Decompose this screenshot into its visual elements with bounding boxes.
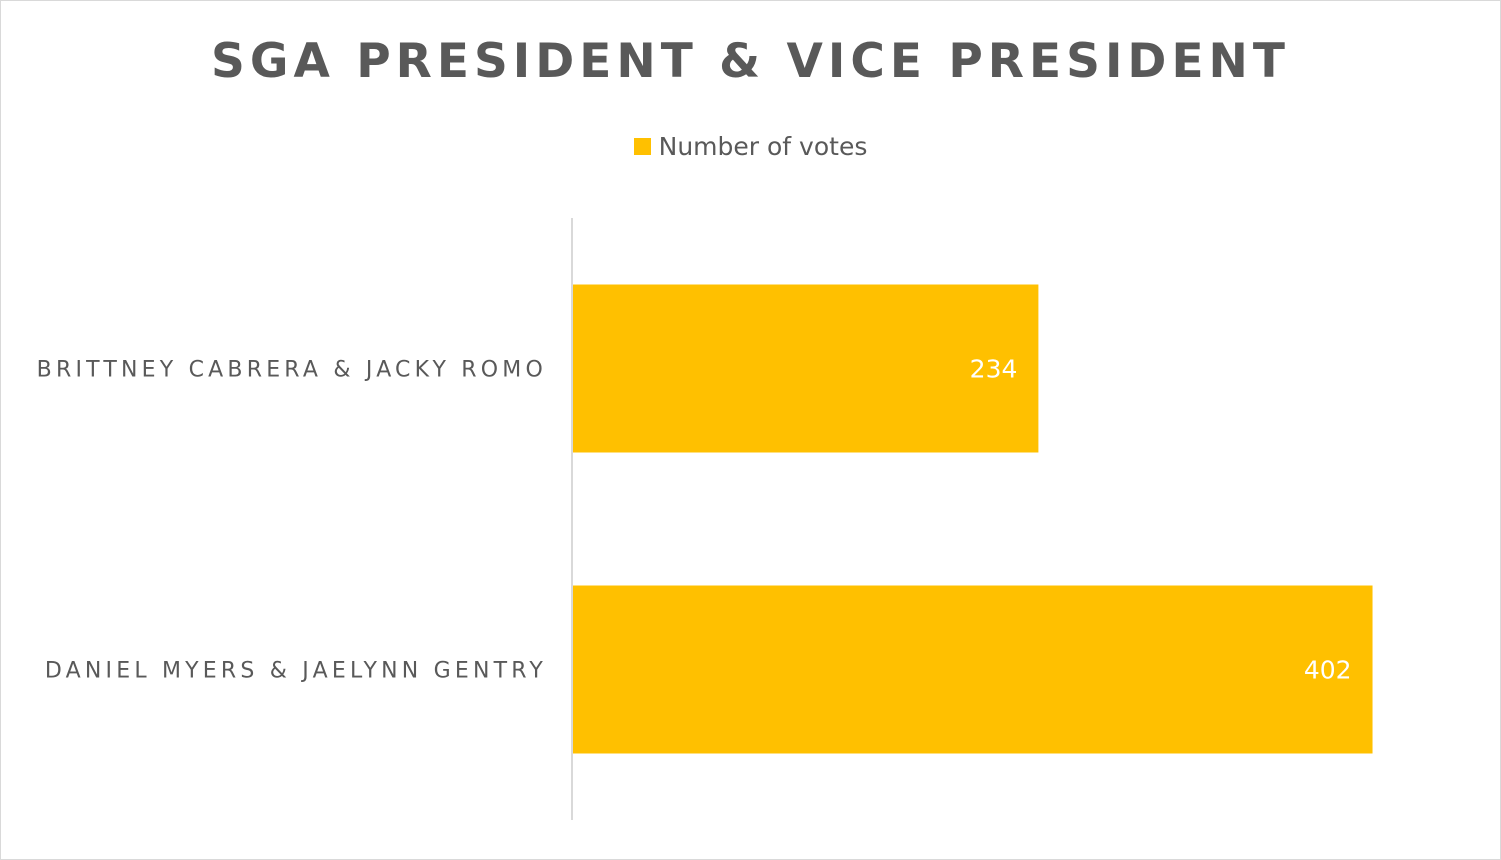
bar-0 [573,284,1039,453]
category-label-0: BRITTNEY CABRERA & JACKY ROMO [37,358,547,383]
data-label-0: 234 [970,355,1018,384]
legend: Number of votes [0,132,1501,161]
chart-title: SGA PRESIDENT & VICE PRESIDENT [211,34,1290,89]
bar-1 [573,585,1373,754]
legend-swatch [633,138,651,155]
legend-label: Number of votes [658,132,868,161]
bars-layer: 234 BRITTNEY CABRERA & JACKY ROMO 402 DANIE… [37,284,1373,754]
data-label-1: 402 [1304,656,1352,685]
category-label-1: DANIEL MYERS & JAELYNN GENTRY [45,659,547,684]
